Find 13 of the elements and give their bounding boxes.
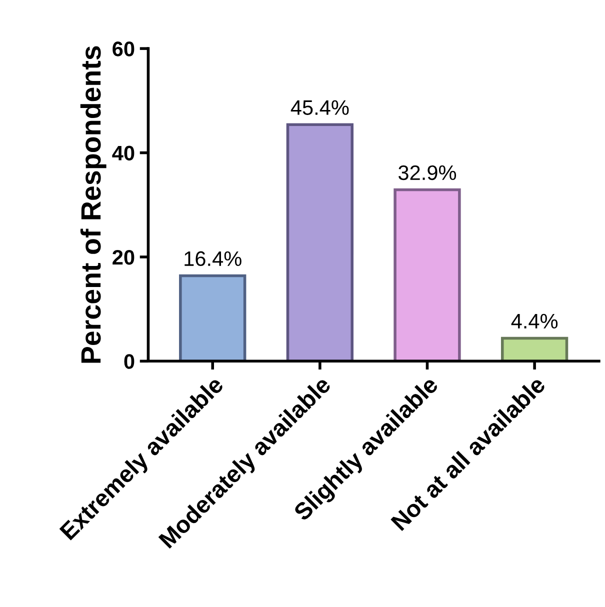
y-tick-label: 60 [112, 42, 134, 56]
y-tick-label: 0 [124, 354, 134, 369]
data-label: 32.9% [398, 165, 456, 180]
bar [179, 274, 246, 362]
y-tick-label: 20 [112, 250, 134, 265]
y-axis-title: Percent of Respondents [80, 46, 106, 363]
data-label: 16.4% [184, 251, 242, 266]
bar [500, 336, 568, 362]
y-tick-label: 40 [112, 146, 134, 161]
bar [394, 188, 461, 362]
data-label: 45.4% [290, 100, 349, 115]
data-label: 4.4% [511, 314, 558, 328]
bar [286, 123, 354, 362]
